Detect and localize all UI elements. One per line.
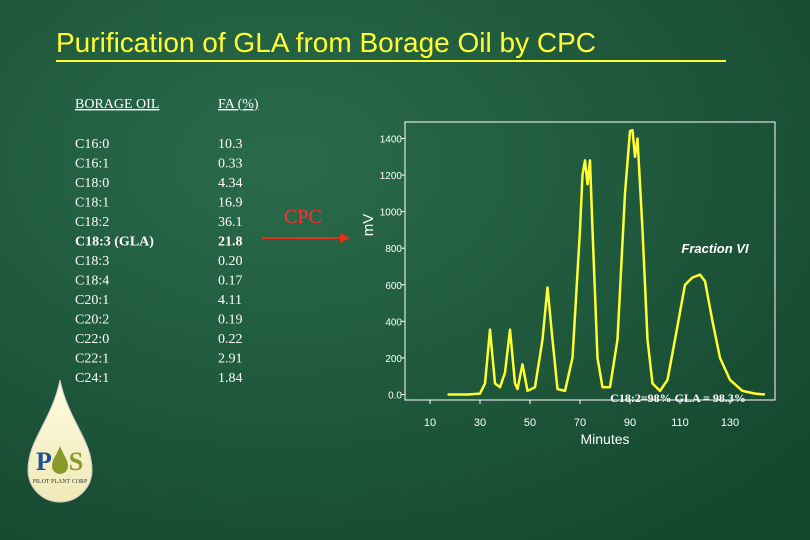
- x-tick-label: 130: [721, 417, 739, 429]
- table-label: C18:3: [75, 254, 109, 269]
- y-tick-label: 200: [385, 354, 402, 365]
- table-label: C20:2: [75, 313, 109, 328]
- logo-name: PILOT PLANT CORP: [33, 479, 88, 485]
- table-header: BORAGE OIL: [75, 97, 159, 112]
- table-label: C18:4: [75, 274, 109, 289]
- table-label: C18:1: [75, 196, 109, 211]
- x-tick-label: 10: [424, 417, 436, 429]
- logo-mini-drop: [52, 446, 68, 474]
- chart: 0.0 200 400 600 800 1000 1200 1400 10 30 50 70 90 110…: [360, 121, 776, 447]
- table-label: C24:1: [75, 371, 109, 386]
- table-value: 0.20: [218, 254, 243, 269]
- logo-letter: S: [69, 447, 83, 476]
- table-value: 0.33: [218, 157, 243, 172]
- table-label: C18:2: [75, 215, 109, 230]
- y-tick-label: 600: [385, 281, 402, 292]
- plot-frame: [404, 121, 776, 401]
- arrow-head: [340, 233, 350, 243]
- table-value: 4.11: [218, 293, 242, 308]
- x-tick-label: 70: [574, 417, 586, 429]
- table: BORAGE OIL FA (%) C16:0 10.3 C16:1 0.33 C18:0 4…: [75, 97, 259, 386]
- table-value: 0.22: [218, 332, 243, 347]
- y-axis-label: mV: [360, 214, 377, 237]
- annotation: Fraction VI: [681, 241, 749, 256]
- table-value: 0.17: [218, 274, 243, 289]
- table-value: 36.1: [218, 215, 243, 230]
- table-label: C18:0: [75, 176, 109, 191]
- x-tick-label: 90: [624, 417, 636, 429]
- table-value: 2.91: [218, 352, 243, 367]
- y-tick-label: 1000: [380, 208, 403, 219]
- logo-letter: P: [36, 447, 52, 476]
- y-tick-label: 1400: [380, 134, 403, 145]
- annotation: C18:2=98% GLA = 98.3%: [610, 391, 746, 405]
- x-tick-label: 110: [671, 417, 689, 429]
- table-label: C20:1: [75, 293, 109, 308]
- x-axis-label: Minutes: [580, 431, 629, 447]
- table-value: 0.19: [218, 313, 243, 328]
- table-value: 10.3: [218, 137, 243, 152]
- table-label: C18:3 (GLA): [75, 235, 154, 250]
- table-label: C22:0: [75, 332, 109, 347]
- table-label: C22:1: [75, 352, 109, 367]
- trace-line: [447, 128, 766, 396]
- y-tick-label: 1200: [380, 171, 403, 182]
- table-label: C16:0: [75, 137, 109, 152]
- logo-drop: [27, 379, 93, 503]
- table-value: 16.9: [218, 196, 243, 211]
- table-value: 4.34: [218, 176, 243, 191]
- arrow-label: CPC: [284, 206, 322, 228]
- y-tick-label: 800: [385, 244, 402, 255]
- table-value: 1.84: [218, 371, 243, 386]
- table-label: C16:1: [75, 157, 109, 172]
- y-tick-label: 400: [385, 317, 402, 328]
- slide-title: Purification of GLA from Borage Oil by C…: [56, 27, 596, 58]
- x-tick-label: 50: [524, 417, 536, 429]
- y-tick-label: 0.0: [388, 391, 402, 402]
- table-header: FA (%): [218, 97, 259, 112]
- table-value: 21.8: [218, 235, 243, 250]
- logo: P S PILOT PLANT CORP: [27, 379, 93, 503]
- x-tick-label: 30: [474, 417, 486, 429]
